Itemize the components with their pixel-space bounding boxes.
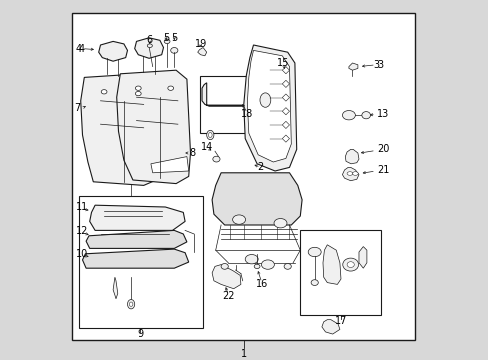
- Ellipse shape: [261, 260, 274, 269]
- Ellipse shape: [284, 264, 291, 269]
- Polygon shape: [282, 135, 289, 142]
- Text: 1: 1: [241, 348, 247, 359]
- Text: 20: 20: [376, 144, 388, 154]
- Ellipse shape: [206, 130, 213, 140]
- Polygon shape: [282, 108, 289, 115]
- Ellipse shape: [167, 86, 173, 90]
- Ellipse shape: [346, 172, 352, 175]
- Bar: [300, 230, 381, 315]
- Text: 5: 5: [171, 33, 177, 43]
- Text: 8: 8: [189, 148, 195, 158]
- Polygon shape: [113, 277, 118, 299]
- Polygon shape: [197, 48, 206, 56]
- Polygon shape: [321, 320, 339, 334]
- Ellipse shape: [135, 86, 141, 90]
- Ellipse shape: [135, 91, 141, 96]
- Ellipse shape: [147, 44, 152, 48]
- Polygon shape: [82, 249, 188, 268]
- Text: 16: 16: [255, 279, 267, 289]
- Text: 22: 22: [222, 291, 234, 301]
- Text: 4: 4: [76, 44, 81, 54]
- Ellipse shape: [307, 247, 321, 257]
- Ellipse shape: [170, 48, 178, 53]
- Bar: [79, 196, 203, 328]
- Ellipse shape: [244, 255, 258, 264]
- Ellipse shape: [361, 112, 370, 119]
- Polygon shape: [151, 157, 188, 173]
- Text: 17: 17: [334, 316, 346, 326]
- Text: 12: 12: [76, 226, 88, 236]
- Ellipse shape: [101, 90, 107, 94]
- Polygon shape: [134, 38, 163, 58]
- Text: 13: 13: [376, 109, 388, 120]
- Ellipse shape: [221, 264, 228, 269]
- Polygon shape: [86, 230, 186, 248]
- Ellipse shape: [164, 39, 170, 44]
- Polygon shape: [117, 70, 190, 184]
- Text: 15: 15: [277, 58, 289, 68]
- Polygon shape: [244, 45, 296, 171]
- Ellipse shape: [342, 111, 355, 120]
- Polygon shape: [202, 83, 260, 106]
- Text: 3: 3: [376, 60, 382, 70]
- Polygon shape: [342, 167, 358, 181]
- Text: 3: 3: [372, 60, 378, 70]
- Ellipse shape: [208, 132, 212, 138]
- Text: 4: 4: [79, 44, 85, 54]
- Polygon shape: [282, 121, 289, 129]
- Text: 14: 14: [200, 142, 212, 152]
- Text: 10: 10: [76, 249, 88, 259]
- Ellipse shape: [352, 172, 358, 175]
- Text: 5: 5: [163, 33, 169, 43]
- Ellipse shape: [342, 258, 358, 271]
- Ellipse shape: [273, 219, 286, 228]
- Ellipse shape: [310, 280, 318, 285]
- Ellipse shape: [127, 300, 134, 309]
- Polygon shape: [99, 41, 127, 61]
- Polygon shape: [247, 50, 291, 162]
- Polygon shape: [282, 80, 289, 87]
- Polygon shape: [89, 205, 185, 230]
- Text: 18: 18: [241, 109, 253, 120]
- Polygon shape: [358, 247, 366, 268]
- Polygon shape: [212, 173, 302, 225]
- Text: 21: 21: [376, 165, 388, 175]
- Text: 7: 7: [75, 103, 81, 113]
- Ellipse shape: [346, 262, 354, 267]
- Ellipse shape: [260, 93, 270, 107]
- Ellipse shape: [254, 264, 260, 269]
- Text: 6: 6: [146, 35, 153, 45]
- Polygon shape: [282, 67, 289, 74]
- Text: 19: 19: [194, 39, 206, 49]
- Ellipse shape: [129, 302, 133, 306]
- Ellipse shape: [232, 215, 245, 224]
- Bar: [199, 76, 287, 133]
- Polygon shape: [345, 149, 358, 164]
- Text: 2: 2: [257, 162, 264, 172]
- Polygon shape: [212, 265, 241, 289]
- Polygon shape: [265, 92, 275, 103]
- Polygon shape: [322, 245, 340, 284]
- Polygon shape: [282, 94, 289, 101]
- Ellipse shape: [212, 156, 220, 162]
- Text: 9: 9: [137, 329, 143, 339]
- Text: 11: 11: [76, 202, 88, 212]
- Polygon shape: [348, 63, 357, 70]
- Polygon shape: [81, 74, 158, 185]
